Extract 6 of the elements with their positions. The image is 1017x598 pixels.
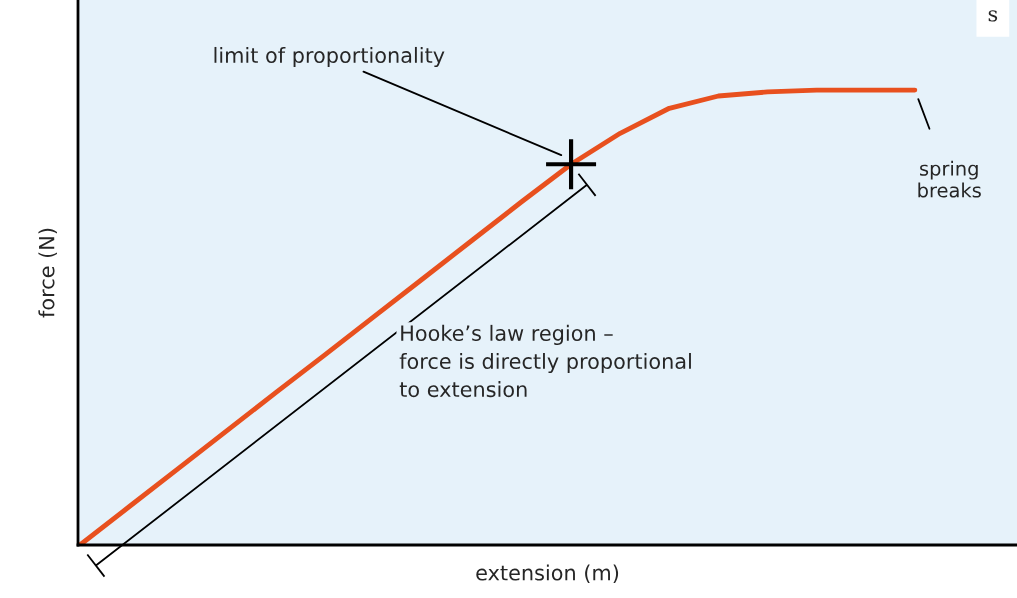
- annotation: Hooke’s law region – force is directly proportional to extension: [399, 324, 691, 398]
- text: limit of proportionality: [214, 46, 445, 68]
- x-axis-title: extension (m): [476, 564, 619, 584]
- text: s: [988, 10, 998, 22]
- y-axis-title: force (N): [38, 228, 57, 318]
- annotation: spring breaks: [918, 160, 981, 198]
